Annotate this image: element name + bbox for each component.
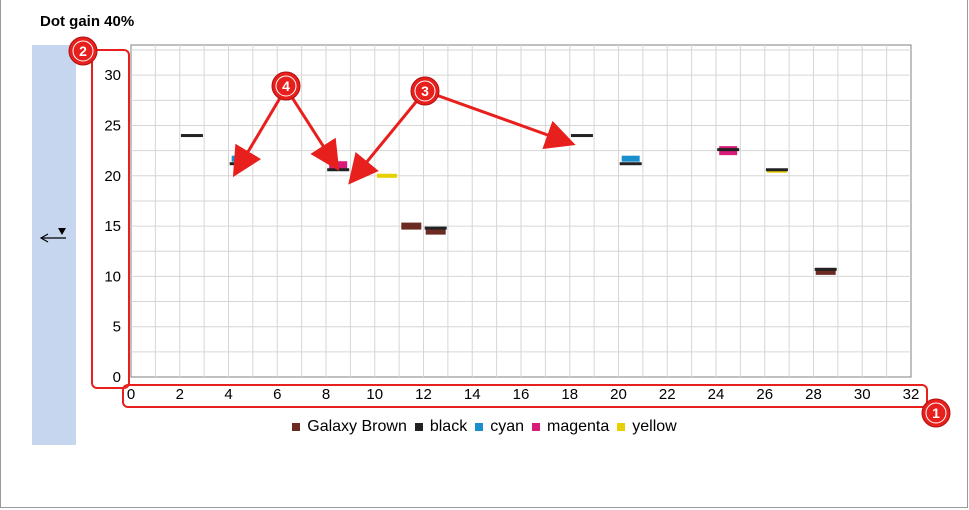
data-point-black bbox=[570, 134, 593, 138]
collapse-arrow-icon[interactable] bbox=[38, 225, 68, 245]
y-tick-label: 10 bbox=[104, 268, 121, 285]
data-point-galaxy-brown bbox=[815, 267, 836, 275]
y-tick-label: 20 bbox=[104, 168, 121, 185]
annotation-label-2: 2 bbox=[79, 43, 87, 59]
annotation-label-1: 1 bbox=[932, 405, 940, 421]
y-tick-label: 0 bbox=[113, 369, 121, 386]
x-tick-label: 32 bbox=[903, 386, 920, 403]
data-point-black bbox=[619, 162, 642, 166]
data-point-galaxy-brown bbox=[425, 227, 446, 235]
annotation-box-x-axis bbox=[122, 384, 928, 408]
annotation-arrow bbox=[348, 90, 427, 185]
data-point-cyan bbox=[231, 155, 250, 162]
data-point-cyan bbox=[621, 155, 640, 162]
data-point-black bbox=[765, 168, 788, 172]
data-point-black bbox=[180, 134, 203, 138]
data-point-black bbox=[327, 168, 350, 172]
legend-swatch bbox=[414, 423, 423, 431]
x-tick-label: 20 bbox=[610, 386, 627, 403]
legend-label: black bbox=[429, 418, 468, 435]
x-tick-label: 2 bbox=[176, 386, 184, 403]
annotation-marker-ring-3 bbox=[414, 80, 436, 102]
legend-swatch bbox=[532, 423, 540, 431]
x-tick-label: 18 bbox=[561, 386, 578, 403]
legend-item: black bbox=[414, 418, 468, 436]
y-tick-label: 30 bbox=[104, 67, 121, 84]
x-tick-label: 0 bbox=[127, 386, 135, 403]
data-point-black bbox=[424, 226, 447, 230]
x-tick-label: 14 bbox=[464, 386, 481, 403]
x-tick-label: 26 bbox=[756, 386, 773, 403]
y-tick-label: 15 bbox=[104, 218, 121, 235]
legend-item: cyan bbox=[475, 418, 524, 436]
legend-item: Galaxy Brown bbox=[292, 418, 407, 436]
annotation-label-4: 4 bbox=[282, 78, 290, 94]
annotation-marker-ring-1 bbox=[925, 402, 947, 424]
data-point-black bbox=[717, 148, 740, 152]
x-tick-label: 28 bbox=[805, 386, 822, 403]
annotation-arrow bbox=[232, 87, 288, 178]
legend-swatch bbox=[292, 423, 301, 431]
x-tick-label: 22 bbox=[659, 386, 676, 403]
legend-label: magenta bbox=[547, 418, 610, 435]
data-point-yellow bbox=[376, 173, 397, 178]
x-tick-label: 30 bbox=[854, 386, 871, 403]
legend-swatch bbox=[617, 423, 626, 431]
legend-label: cyan bbox=[490, 418, 524, 435]
legend-item: magenta bbox=[532, 418, 609, 436]
x-tick-label: 12 bbox=[415, 386, 432, 403]
data-point-black bbox=[814, 267, 837, 271]
x-tick-label: 16 bbox=[513, 386, 530, 403]
legend-item: yellow bbox=[617, 418, 677, 436]
annotation-marker-ring-4 bbox=[275, 75, 297, 97]
legend-swatch bbox=[475, 423, 484, 431]
x-tick-label: 4 bbox=[224, 386, 232, 403]
annotation-box-y-axis bbox=[91, 49, 130, 389]
y-tick-label: 5 bbox=[113, 319, 121, 336]
x-tick-label: 24 bbox=[708, 386, 725, 403]
annotation-marker-ring-2 bbox=[72, 40, 94, 62]
chart-legend: Galaxy Brown black cyan magenta yellow bbox=[0, 418, 969, 436]
y-tick-label: 25 bbox=[104, 117, 121, 134]
legend-label: Galaxy Brown bbox=[307, 418, 407, 435]
side-panel[interactable] bbox=[32, 45, 76, 445]
x-tick-label: 8 bbox=[322, 386, 330, 403]
annotation-arrow bbox=[284, 87, 340, 172]
data-point-galaxy-brown bbox=[401, 222, 422, 230]
legend-label: yellow bbox=[632, 418, 677, 435]
annotation-label-3: 3 bbox=[421, 83, 429, 99]
x-tick-label: 6 bbox=[273, 386, 281, 403]
x-tick-label: 10 bbox=[366, 386, 383, 403]
chart-title: Dot gain 40% bbox=[40, 13, 135, 30]
annotation-arrow bbox=[424, 89, 576, 150]
